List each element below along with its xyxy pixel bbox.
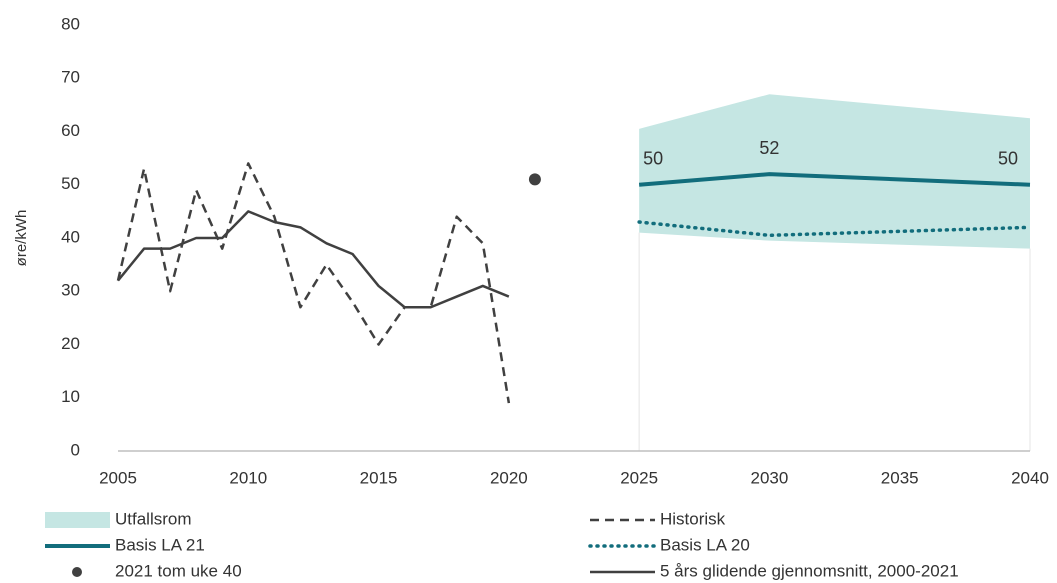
data-label: 50 [998, 149, 1018, 169]
legend-label: 5 års glidende gjennomsnitt, 2000-2021 [660, 561, 959, 580]
data-point [528, 173, 541, 186]
data-label: 52 [759, 138, 779, 158]
series-line [637, 220, 1032, 238]
x-tick-label: 2030 [751, 468, 789, 487]
x-tick-label: 2035 [881, 468, 919, 487]
series-line [117, 210, 510, 309]
series-line [116, 162, 511, 404]
legend-item: Utfallsrom [45, 509, 192, 528]
x-tick-label: 2040 [1011, 468, 1049, 487]
legend-swatch [72, 567, 82, 577]
legend-label: 2021 tom uke 40 [115, 561, 242, 580]
y-tick-label: 0 [71, 440, 80, 459]
x-tick-label: 2020 [490, 468, 528, 487]
legend-item: Basis LA 21 [45, 535, 205, 554]
legend-item: Historisk [590, 509, 726, 528]
x-tick-label: 2025 [620, 468, 658, 487]
x-tick-label: 2010 [229, 468, 267, 487]
range-area [639, 94, 1030, 249]
y-tick-label: 10 [61, 387, 80, 406]
y-tick-label: 30 [61, 281, 80, 300]
y-tick-label: 70 [61, 68, 80, 87]
legend-item: 5 års glidende gjennomsnitt, 2000-2021 [590, 561, 959, 580]
y-tick-label: 80 [61, 14, 80, 33]
legend-label: Basis LA 20 [660, 535, 750, 554]
y-tick-label: 40 [61, 227, 80, 246]
y-tick-label: 50 [61, 174, 80, 193]
y-tick-label: 60 [61, 121, 80, 140]
legend-label: Basis LA 21 [115, 535, 205, 554]
legend-label: Utfallsrom [115, 509, 192, 528]
x-tick-label: 2005 [99, 468, 137, 487]
y-tick-label: 20 [61, 334, 80, 353]
legend-item: Basis LA 20 [588, 535, 750, 554]
series-line [638, 172, 1031, 187]
x-tick-label: 2015 [360, 468, 398, 487]
legend-item: 2021 tom uke 40 [72, 561, 242, 580]
y-axis-label: øre/kWh [13, 210, 30, 267]
legend-swatch [45, 512, 110, 528]
data-label: 50 [643, 149, 663, 169]
legend-label: Historisk [660, 509, 726, 528]
